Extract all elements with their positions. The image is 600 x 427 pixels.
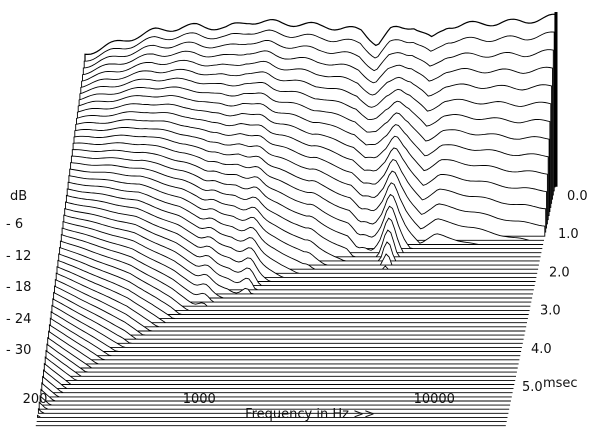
x-axis-label: Frequency in Hz >> (245, 407, 375, 422)
decay-slice-51 (41, 381, 512, 398)
y-axis-ticks: - 6 - 12 - 18 - 24 - 30 (6, 217, 31, 358)
decay-slice-50 (42, 375, 513, 394)
decay-slice-53 (39, 394, 511, 406)
decay-slice-47 (44, 356, 516, 381)
y-tick-label: - 12 (6, 249, 31, 264)
y-tick-label: - 6 (6, 217, 23, 232)
x-tick-label: 1000 (183, 392, 216, 407)
decay-slice-52 (40, 388, 511, 402)
decay-slice-27 (61, 227, 533, 299)
y-tick-label: - 18 (6, 280, 31, 295)
decay-slice-55 (37, 407, 509, 414)
z-tick-label: 3.0 (540, 304, 561, 319)
decay-slice-49 (43, 369, 514, 390)
z-tick-label: 4.0 (531, 342, 552, 357)
x-axis-ticks: 200 1000 10000 (23, 392, 455, 407)
decay-slice-46 (45, 349, 516, 377)
decay-slice-42 (48, 323, 520, 361)
decay-slice-48 (43, 362, 515, 385)
decay-slice-43 (48, 330, 519, 365)
y-axis-label: dB (10, 189, 27, 204)
slice-traces (35, 12, 558, 427)
x-tick-label: 200 (23, 392, 48, 407)
z-axis-label: msec (543, 376, 578, 391)
x-tick-label: 10000 (414, 392, 455, 407)
z-tick-label: 0.0 (567, 189, 588, 204)
decay-slice-56 (37, 414, 508, 418)
decay-slice-44 (47, 336, 518, 369)
z-axis-ticks: 0.0 1.0 2.0 3.0 4.0 5.0 (522, 189, 588, 395)
decay-slice-28 (60, 233, 532, 303)
z-tick-label: 5.0 (522, 380, 543, 395)
decay-slice-45 (46, 343, 517, 373)
z-tick-label: 1.0 (558, 227, 579, 242)
decay-slice-54 (38, 401, 510, 410)
y-tick-label: - 30 (6, 343, 31, 358)
decay-slice-41 (49, 317, 521, 357)
y-tick-label: - 24 (6, 312, 31, 327)
z-tick-label: 2.0 (549, 265, 570, 280)
